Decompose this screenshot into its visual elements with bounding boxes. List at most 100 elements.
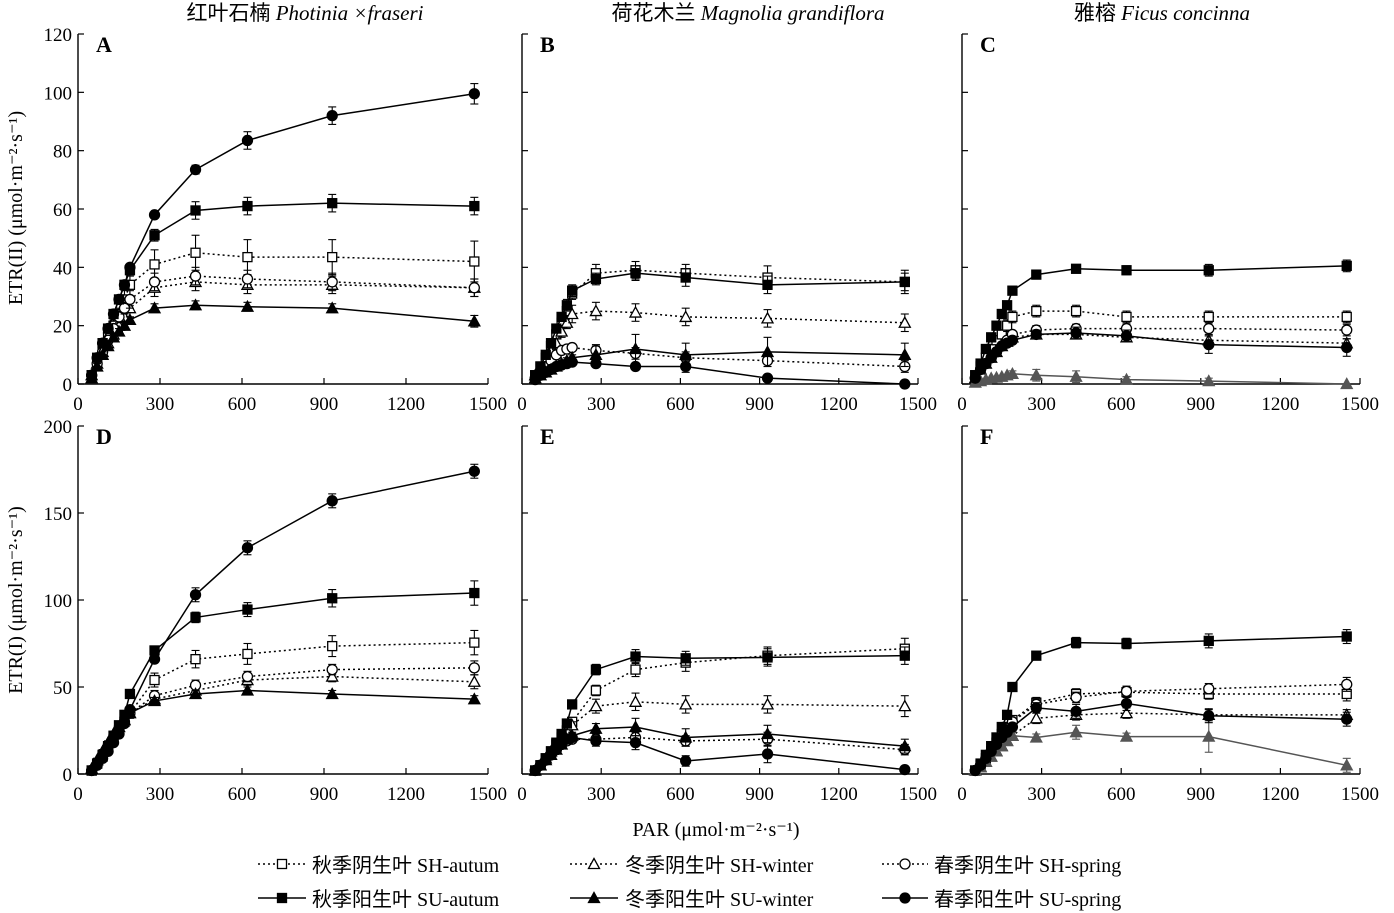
data-point <box>1029 368 1043 381</box>
data-point <box>590 685 602 696</box>
data-point <box>1121 311 1132 323</box>
x-tick-label: 1200 <box>1261 784 1299 805</box>
x-tick-label: 0 <box>73 394 83 415</box>
legend-marker <box>276 892 288 904</box>
data-point <box>1340 377 1354 390</box>
data-point <box>467 692 481 705</box>
x-tick-label: 0 <box>73 784 83 805</box>
y-tick-label: 50 <box>53 678 72 699</box>
data-point <box>679 310 693 323</box>
series-line <box>91 641 475 771</box>
data-point <box>628 305 643 318</box>
data-point <box>986 332 997 343</box>
panel-letter: C <box>980 32 996 57</box>
x-tick-label: 1500 <box>469 394 507 415</box>
data-point <box>565 307 579 320</box>
data-point <box>545 338 557 349</box>
data-point <box>760 345 775 358</box>
x-tick-label: 300 <box>587 784 616 805</box>
x-tick-label: 900 <box>745 394 774 415</box>
data-point <box>327 198 338 209</box>
legend-item-sh-winter: 冬季阴生叶 SH-winter <box>570 854 814 877</box>
data-point <box>1001 320 1013 331</box>
data-point <box>1070 691 1082 704</box>
x-tick-label: 300 <box>587 394 616 415</box>
data-point <box>188 687 203 700</box>
series-su-autum <box>530 646 910 776</box>
data-point <box>991 320 1002 331</box>
data-point <box>680 272 691 283</box>
data-point <box>190 654 201 665</box>
legend-marker <box>899 892 911 904</box>
data-point <box>327 593 338 604</box>
x-tick-label: 300 <box>146 784 175 805</box>
data-point <box>1070 705 1082 718</box>
x-tick-label: 600 <box>1107 394 1136 415</box>
data-point <box>567 699 578 710</box>
data-point <box>561 718 573 729</box>
y-tick-label: 80 <box>53 142 72 163</box>
data-point <box>1119 729 1134 742</box>
x-tick-label: 1200 <box>820 784 858 805</box>
data-point <box>629 737 642 749</box>
legend-item-su-spring: 春季阳生叶 SU-spring <box>882 888 1121 911</box>
panel-a: 0 300 600 900 1200 1500 0 20 40 60 80 100 120 A <box>44 25 508 415</box>
series-su-spring <box>86 463 480 777</box>
data-point <box>242 200 253 212</box>
data-point <box>628 342 643 355</box>
series-su-winter <box>85 298 481 384</box>
data-point <box>1121 265 1132 276</box>
series-su-autum <box>970 629 1352 776</box>
panel-d: 0 300 600 900 1200 1500 0 50 100 150 200 D <box>44 417 508 805</box>
x-tick-label: 0 <box>957 394 967 415</box>
data-point <box>556 311 567 323</box>
data-point <box>469 587 480 599</box>
series-sh-spring <box>86 266 480 381</box>
series-line <box>974 333 1347 379</box>
panel-letter: A <box>96 32 112 57</box>
data-point <box>189 589 202 601</box>
panel-letter: E <box>540 424 555 449</box>
data-point <box>106 330 121 343</box>
panel-letter: D <box>96 424 112 449</box>
data-point <box>96 337 109 349</box>
data-point <box>630 651 641 662</box>
data-point <box>1121 638 1132 649</box>
data-point <box>899 276 910 288</box>
data-point <box>561 300 573 311</box>
data-point <box>325 669 339 682</box>
data-point <box>242 648 253 660</box>
data-point <box>240 299 255 312</box>
series-sh-autum <box>86 629 480 776</box>
data-point <box>325 301 339 314</box>
legend-marker <box>899 858 911 870</box>
data-point <box>1001 300 1013 311</box>
data-point <box>467 314 481 327</box>
data-point <box>325 687 339 700</box>
data-point <box>124 261 136 273</box>
column-title-3: 雅榕 Ficus concinna <box>1074 1 1250 25</box>
data-point <box>762 279 773 290</box>
x-tick-label: 600 <box>666 394 695 415</box>
data-point <box>1119 372 1134 385</box>
data-point <box>241 670 254 683</box>
panel-e: 0 300 600 900 1200 1500 E <box>517 424 937 805</box>
data-point <box>1006 721 1019 733</box>
data-point <box>1070 327 1082 339</box>
data-point <box>240 683 255 696</box>
x-tick-label: 900 <box>1187 784 1216 805</box>
data-point <box>760 697 775 710</box>
data-point <box>118 717 131 730</box>
series-line <box>974 332 1347 379</box>
data-point <box>628 694 643 707</box>
data-point <box>589 721 603 734</box>
data-point <box>1341 713 1353 725</box>
data-point <box>680 653 691 664</box>
data-point <box>241 273 254 285</box>
series-line <box>90 93 475 376</box>
data-point <box>117 318 132 331</box>
data-point <box>590 735 602 747</box>
data-point <box>1006 334 1019 346</box>
data-point <box>149 259 160 270</box>
data-point <box>566 356 578 368</box>
